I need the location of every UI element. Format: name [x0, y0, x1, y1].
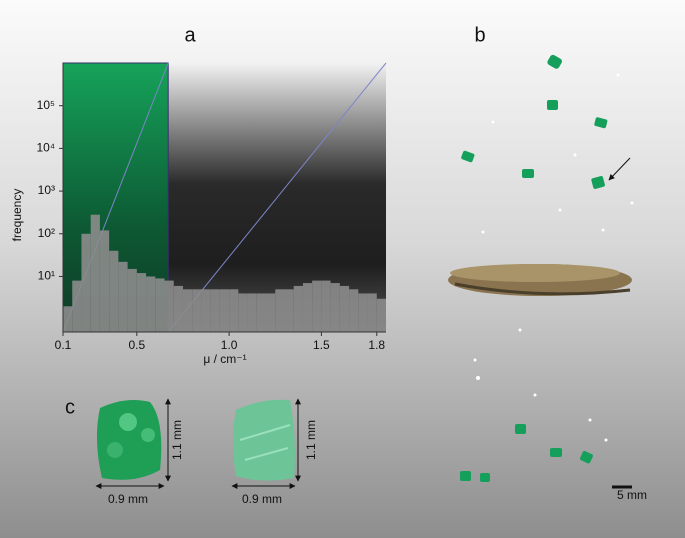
- histogram-bar: [284, 289, 294, 332]
- histogram-bar: [275, 289, 285, 332]
- crystal: [547, 100, 558, 110]
- histogram-bar: [127, 268, 137, 332]
- histogram-bar: [90, 214, 100, 332]
- histogram-bar: [330, 283, 340, 332]
- histogram-bar: [339, 285, 350, 332]
- histogram-bar: [72, 280, 82, 332]
- histogram-bar: [266, 293, 276, 332]
- histogram-bar: [219, 289, 230, 332]
- highlight: [141, 428, 155, 442]
- y-tick-label: 10⁵: [37, 98, 55, 112]
- crystal: [522, 169, 534, 178]
- histogram-bar: [136, 273, 147, 332]
- crystal: [580, 451, 593, 464]
- histogram-bar: [367, 293, 377, 332]
- crystal: [515, 424, 526, 434]
- histogram-bar: [210, 289, 220, 332]
- crystal: [547, 54, 562, 69]
- histogram-bar: [173, 285, 183, 332]
- shell-fragment: [450, 264, 620, 282]
- histogram-bar: [229, 289, 239, 332]
- panel-label: a: [184, 24, 196, 46]
- histogram-bar: [155, 278, 165, 332]
- y-tick-label: 10⁴: [36, 141, 55, 155]
- crystal: [480, 473, 490, 482]
- arrow: [608, 157, 631, 181]
- particles: [473, 73, 634, 442]
- height-label: 1.1 mm: [304, 420, 318, 460]
- crystal: [594, 117, 608, 129]
- y-tick-label: 10³: [38, 183, 55, 197]
- histogram-bar: [376, 298, 386, 332]
- histogram-bar: [118, 261, 128, 332]
- histogram-bar: [302, 283, 313, 332]
- histogram-bar: [192, 289, 202, 332]
- crystal-photos: 1.1 mm 0.9 mm 1.1 mm 0.9 mm: [95, 398, 318, 506]
- histogram-bar: [81, 233, 91, 332]
- histogram-bar: [99, 230, 110, 332]
- x-tick-label: 0.1: [55, 338, 72, 352]
- crystal: [460, 471, 471, 481]
- crystal-photo: [233, 399, 295, 481]
- histogram-bar: [201, 289, 211, 332]
- y-tick-label: 10¹: [38, 269, 55, 283]
- histogram-bar: [164, 280, 174, 332]
- facet: [239, 424, 291, 461]
- histogram-bar: [312, 280, 322, 332]
- height-label: 1.1 mm: [170, 420, 184, 460]
- histogram-bar: [109, 250, 119, 332]
- panel-label: b: [474, 24, 485, 46]
- histogram-bar: [182, 289, 193, 332]
- transfer-line: [167, 62, 387, 333]
- width-label: 0.9 mm: [242, 492, 282, 506]
- width-label: 0.9 mm: [108, 492, 148, 506]
- x-tick-label: 1.5: [313, 338, 330, 352]
- histogram-bar: [63, 306, 73, 332]
- y-tick-label: 10²: [38, 226, 55, 240]
- histogram-bar: [349, 289, 359, 332]
- shell-edge: [454, 282, 631, 296]
- highlight: [119, 413, 137, 431]
- histogram-bar: [293, 285, 303, 332]
- panel-label: c: [65, 396, 75, 418]
- histogram-bar: [238, 293, 248, 332]
- histogram-bar: [321, 280, 331, 332]
- crystal-photo: [96, 400, 162, 480]
- highlight: [107, 442, 123, 458]
- x-tick-label: 1.0: [221, 338, 238, 352]
- crystal: [550, 448, 562, 457]
- scale-bar-label: 5 mm: [617, 488, 647, 502]
- histogram-bar: [247, 293, 257, 332]
- histogram-plot: 10¹ 10² 10³ 10⁴ 10⁵ 0.1 0.5 1.0 1.5 1.8: [36, 62, 387, 352]
- render-3d: 5 mm: [448, 54, 647, 502]
- histogram-bar: [256, 293, 267, 332]
- histogram-bar: [146, 276, 156, 332]
- x-tick-label: 1.8: [368, 338, 385, 352]
- x-tick-label: 0.5: [128, 338, 145, 352]
- crystal: [591, 176, 605, 189]
- crystal: [461, 150, 475, 163]
- x-axis-label: μ / cm⁻¹: [203, 352, 246, 366]
- y-axis-label: frequency: [10, 189, 24, 242]
- histogram-bar: [358, 293, 368, 332]
